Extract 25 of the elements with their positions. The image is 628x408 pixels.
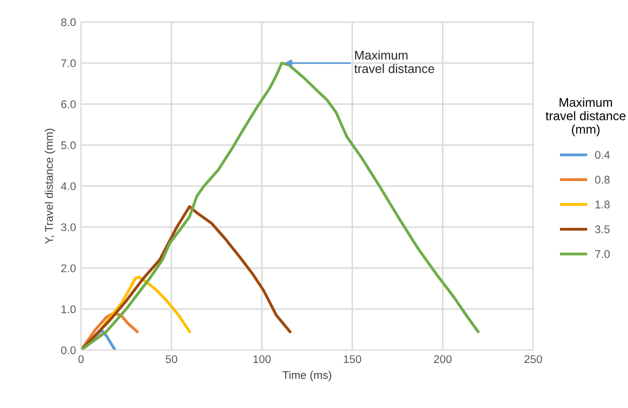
legend-label: 7.0 (595, 250, 610, 258)
y-tick-label: 3.0 (61, 223, 76, 232)
y-tick-label: 4.0 (60, 182, 76, 190)
y-tick-label: 5.0 (61, 141, 76, 150)
line-series (81, 205, 292, 350)
x-tick-label: 50 (166, 355, 178, 364)
x-tick-label: 200 (434, 355, 452, 364)
x-tick-label: 0 (78, 355, 84, 364)
y-axis-title: Y, Travel distance (mm) (44, 128, 56, 244)
y-tick-label: 0.0 (61, 346, 76, 354)
y-tick-label: 6.0 (61, 100, 76, 108)
y-tick-label: 7.0 (61, 59, 76, 68)
x-tick-label: 100 (253, 355, 271, 364)
x-axis-title: Time (ms) (282, 370, 332, 382)
legend-title: Maximum travel distance (mm) (546, 98, 626, 136)
y-tick-label: 2.0 (61, 264, 76, 272)
annotation: Maximum travel distance (354, 50, 434, 74)
y-tick-label: 8.0 (61, 18, 76, 26)
x-tick-label: 150 (344, 355, 362, 364)
legend-label: 3.5 (595, 225, 610, 234)
legend-label: 0.8 (595, 176, 610, 184)
y-tick-label: 1.0 (62, 305, 76, 314)
legend-label: 1.8 (596, 200, 610, 208)
x-tick-label: 250 (524, 355, 542, 364)
legend-label: 0.4 (595, 150, 610, 159)
